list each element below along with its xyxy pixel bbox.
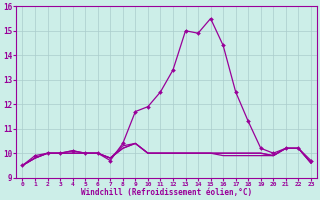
X-axis label: Windchill (Refroidissement éolien,°C): Windchill (Refroidissement éolien,°C) [81, 188, 252, 197]
